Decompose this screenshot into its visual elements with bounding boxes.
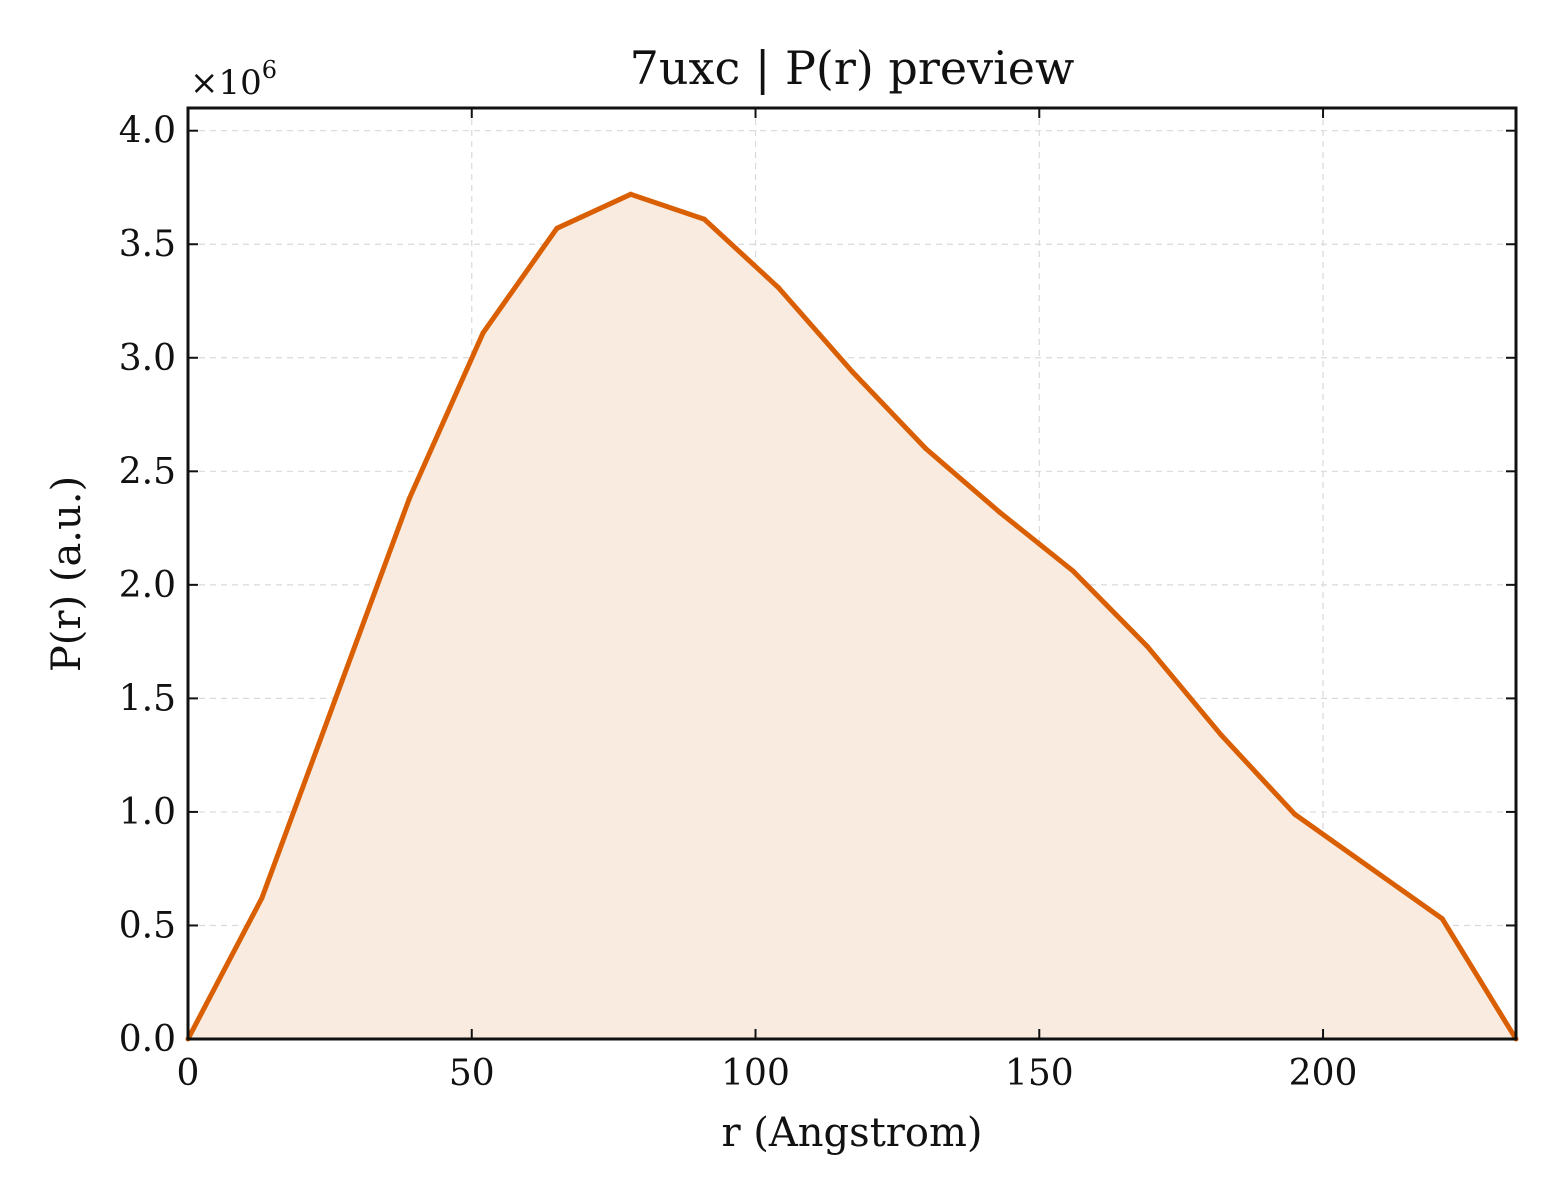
data-point — [1070, 568, 1076, 574]
y-axis-label: P(r) (a.u.) — [44, 476, 90, 672]
data-point — [775, 284, 781, 290]
series-layer — [185, 191, 1519, 1042]
data-point — [701, 216, 707, 222]
data-point — [1218, 732, 1224, 738]
x-axis-label: r (Angstrom) — [721, 1110, 982, 1156]
data-point — [333, 695, 339, 701]
data-point — [628, 191, 634, 197]
data-point — [1144, 643, 1150, 649]
data-point — [849, 368, 855, 374]
data-point — [259, 895, 265, 901]
data-point — [1365, 863, 1371, 869]
x-tick-label: 100 — [721, 1053, 790, 1094]
y-tick-label: 0.0 — [119, 1019, 176, 1060]
ticks: 0 50 100 150 200 0.0 0.5 1.0 1.5 2.0 2.5 3.0 3.5 4.0 — [119, 108, 1516, 1094]
plot-frame — [186, 106, 1518, 1041]
y-tick-label: 1.5 — [119, 678, 176, 719]
data-point — [406, 496, 412, 502]
y-multiplier-exponent: 6 — [262, 56, 277, 84]
data-point — [997, 509, 1003, 515]
chart-title: 7uxc | P(r) preview — [630, 41, 1075, 95]
data-point — [1292, 811, 1298, 817]
y-tick-label: 0.5 — [119, 905, 176, 946]
y-tick-label: 3.5 — [119, 224, 176, 265]
x-tick-label: 50 — [449, 1053, 495, 1094]
x-tick-label: 0 — [177, 1053, 200, 1094]
x-tick-label: 200 — [1289, 1053, 1358, 1094]
y-tick-label: 1.0 — [119, 792, 176, 833]
y-tick-label: 2.5 — [119, 451, 176, 492]
y-tick-label: 4.0 — [119, 111, 176, 152]
x-tick-label: 150 — [1005, 1053, 1074, 1094]
y-multiplier: ×106 — [190, 56, 277, 103]
data-point — [923, 446, 929, 452]
data-point — [554, 225, 560, 231]
data-point — [480, 330, 486, 336]
data-point — [1439, 916, 1445, 922]
y-tick-label: 3.0 — [119, 338, 176, 379]
y-tick-label: 2.0 — [119, 565, 176, 606]
series-area-fill — [188, 194, 1516, 1040]
y-multiplier-base: ×10 — [190, 63, 262, 103]
